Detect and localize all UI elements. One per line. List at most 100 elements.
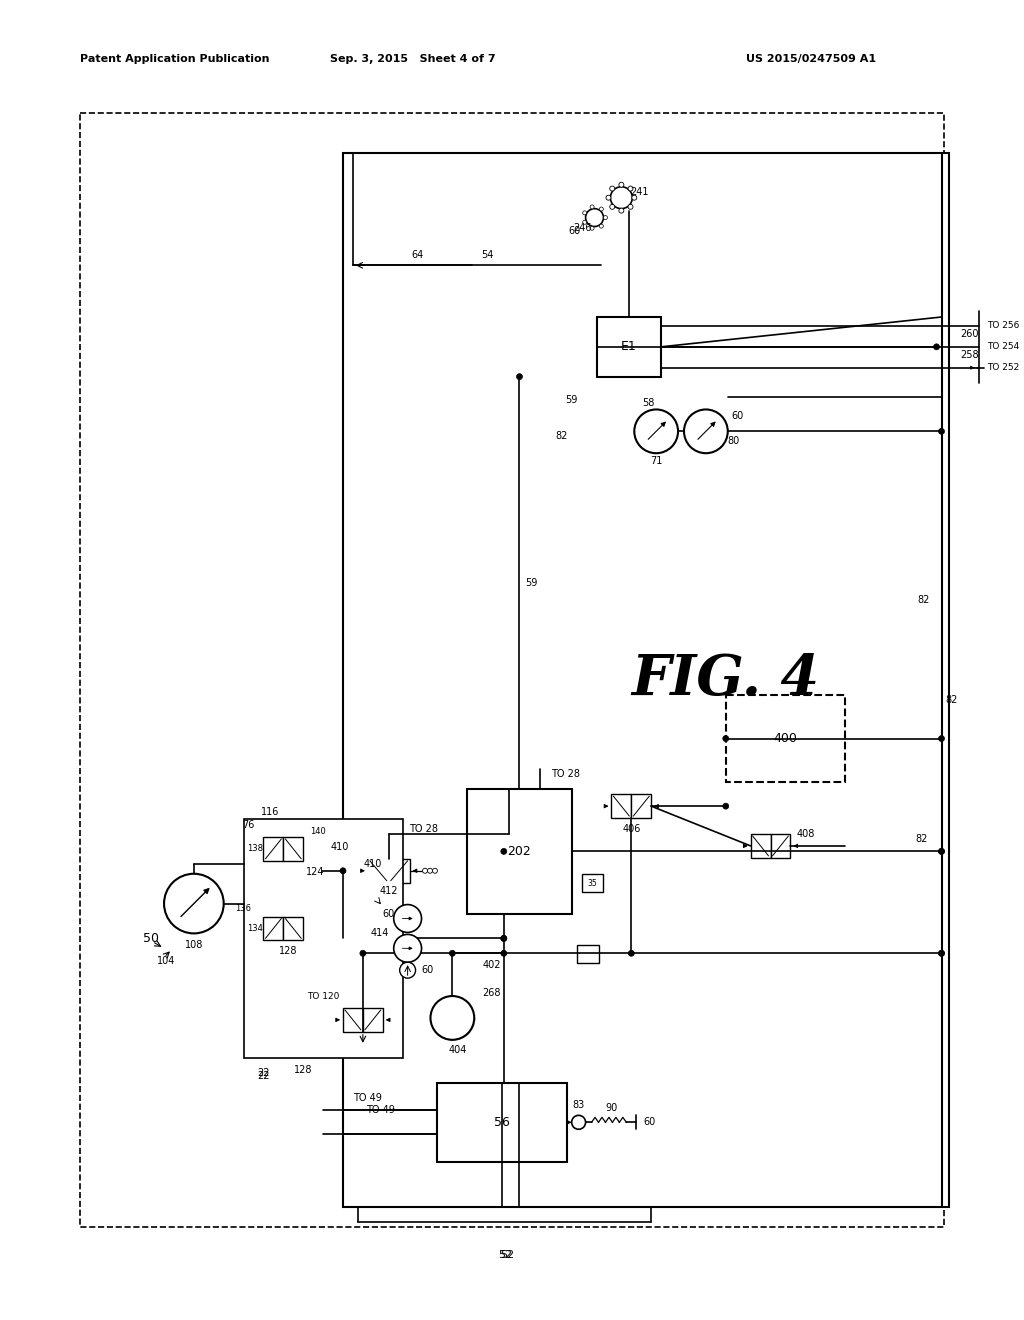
Text: 60: 60 bbox=[643, 1117, 655, 1127]
Bar bbox=[362, 1008, 383, 1032]
Text: 82: 82 bbox=[918, 595, 930, 606]
Circle shape bbox=[610, 186, 632, 209]
Circle shape bbox=[939, 849, 944, 854]
Circle shape bbox=[939, 429, 944, 434]
Circle shape bbox=[501, 950, 507, 956]
Bar bbox=[437, 1082, 566, 1162]
Text: 134: 134 bbox=[248, 924, 263, 933]
Text: 90: 90 bbox=[605, 1104, 617, 1113]
Circle shape bbox=[590, 226, 594, 230]
Bar bbox=[597, 317, 662, 376]
Bar bbox=[582, 874, 603, 891]
Text: TO 49: TO 49 bbox=[367, 1105, 395, 1115]
Text: 82: 82 bbox=[945, 694, 957, 705]
Text: 60: 60 bbox=[568, 226, 581, 235]
Circle shape bbox=[450, 950, 456, 956]
Circle shape bbox=[939, 950, 944, 956]
Text: 124: 124 bbox=[306, 867, 325, 876]
Circle shape bbox=[501, 849, 507, 854]
Circle shape bbox=[393, 904, 422, 932]
Circle shape bbox=[393, 935, 422, 962]
Bar bbox=[368, 859, 389, 883]
Circle shape bbox=[516, 374, 522, 380]
Text: Patent Application Publication: Patent Application Publication bbox=[80, 54, 269, 63]
Text: 83: 83 bbox=[572, 1101, 585, 1110]
Text: 60: 60 bbox=[422, 965, 433, 975]
Text: 241: 241 bbox=[630, 186, 648, 197]
Text: 136: 136 bbox=[236, 904, 252, 913]
Text: FIG. 4: FIG. 4 bbox=[632, 652, 820, 708]
Text: 82: 82 bbox=[556, 432, 568, 441]
Text: 60: 60 bbox=[731, 412, 743, 421]
Circle shape bbox=[583, 220, 587, 224]
Bar bbox=[343, 153, 949, 1206]
Text: TO 49: TO 49 bbox=[353, 1093, 382, 1104]
Text: 406: 406 bbox=[623, 824, 640, 834]
Text: 59: 59 bbox=[525, 578, 538, 587]
Circle shape bbox=[934, 343, 939, 350]
Circle shape bbox=[501, 936, 507, 941]
Text: 59: 59 bbox=[565, 395, 578, 404]
Bar bbox=[726, 694, 845, 783]
Circle shape bbox=[618, 209, 624, 213]
Text: 22: 22 bbox=[257, 1071, 269, 1081]
Text: TO 254: TO 254 bbox=[987, 342, 1020, 351]
Text: 128: 128 bbox=[280, 946, 298, 956]
Circle shape bbox=[939, 849, 944, 854]
Text: 410: 410 bbox=[364, 859, 382, 869]
Circle shape bbox=[939, 950, 944, 956]
Text: 246: 246 bbox=[573, 223, 592, 232]
Circle shape bbox=[599, 224, 603, 228]
Bar bbox=[751, 834, 770, 858]
Circle shape bbox=[164, 874, 223, 933]
Circle shape bbox=[423, 869, 427, 874]
Text: 56: 56 bbox=[495, 1115, 510, 1129]
Circle shape bbox=[723, 803, 729, 809]
Circle shape bbox=[501, 936, 507, 941]
Text: Sep. 3, 2015   Sheet 4 of 7: Sep. 3, 2015 Sheet 4 of 7 bbox=[330, 54, 496, 63]
Text: 258: 258 bbox=[961, 350, 979, 360]
Circle shape bbox=[628, 205, 633, 210]
Circle shape bbox=[603, 215, 607, 219]
Text: 138: 138 bbox=[248, 845, 263, 854]
Text: 108: 108 bbox=[184, 940, 203, 950]
Circle shape bbox=[571, 1115, 586, 1129]
Bar bbox=[770, 834, 791, 858]
Text: 76: 76 bbox=[243, 820, 255, 830]
Circle shape bbox=[427, 869, 432, 874]
Text: TO 252: TO 252 bbox=[987, 363, 1020, 372]
Text: 116: 116 bbox=[261, 807, 280, 817]
Circle shape bbox=[399, 962, 416, 978]
Text: 60: 60 bbox=[383, 908, 395, 919]
Text: 140: 140 bbox=[310, 828, 326, 837]
Text: 408: 408 bbox=[796, 829, 814, 840]
Text: 71: 71 bbox=[650, 457, 663, 466]
Text: 58: 58 bbox=[642, 399, 654, 408]
Bar bbox=[244, 820, 402, 1057]
Text: 64: 64 bbox=[412, 251, 424, 260]
Text: 52: 52 bbox=[500, 1250, 514, 1259]
Circle shape bbox=[629, 950, 634, 956]
Text: 268: 268 bbox=[482, 989, 501, 998]
Circle shape bbox=[590, 205, 594, 209]
Circle shape bbox=[618, 182, 624, 187]
Bar bbox=[284, 916, 303, 940]
Text: 82: 82 bbox=[915, 834, 928, 845]
Bar bbox=[263, 837, 284, 861]
Text: 128: 128 bbox=[294, 1065, 312, 1074]
Circle shape bbox=[599, 207, 603, 211]
Circle shape bbox=[340, 867, 346, 874]
Circle shape bbox=[609, 205, 614, 210]
Text: 414: 414 bbox=[371, 928, 389, 939]
Text: 202: 202 bbox=[508, 845, 531, 858]
Circle shape bbox=[432, 869, 437, 874]
Text: 54: 54 bbox=[481, 251, 494, 260]
Text: TO 28: TO 28 bbox=[409, 824, 438, 834]
Text: TO 256: TO 256 bbox=[987, 322, 1020, 330]
Circle shape bbox=[586, 209, 603, 227]
Bar bbox=[577, 945, 598, 964]
Text: 412: 412 bbox=[380, 886, 398, 896]
Circle shape bbox=[359, 950, 366, 956]
Text: 260: 260 bbox=[961, 329, 979, 339]
Bar bbox=[263, 916, 284, 940]
